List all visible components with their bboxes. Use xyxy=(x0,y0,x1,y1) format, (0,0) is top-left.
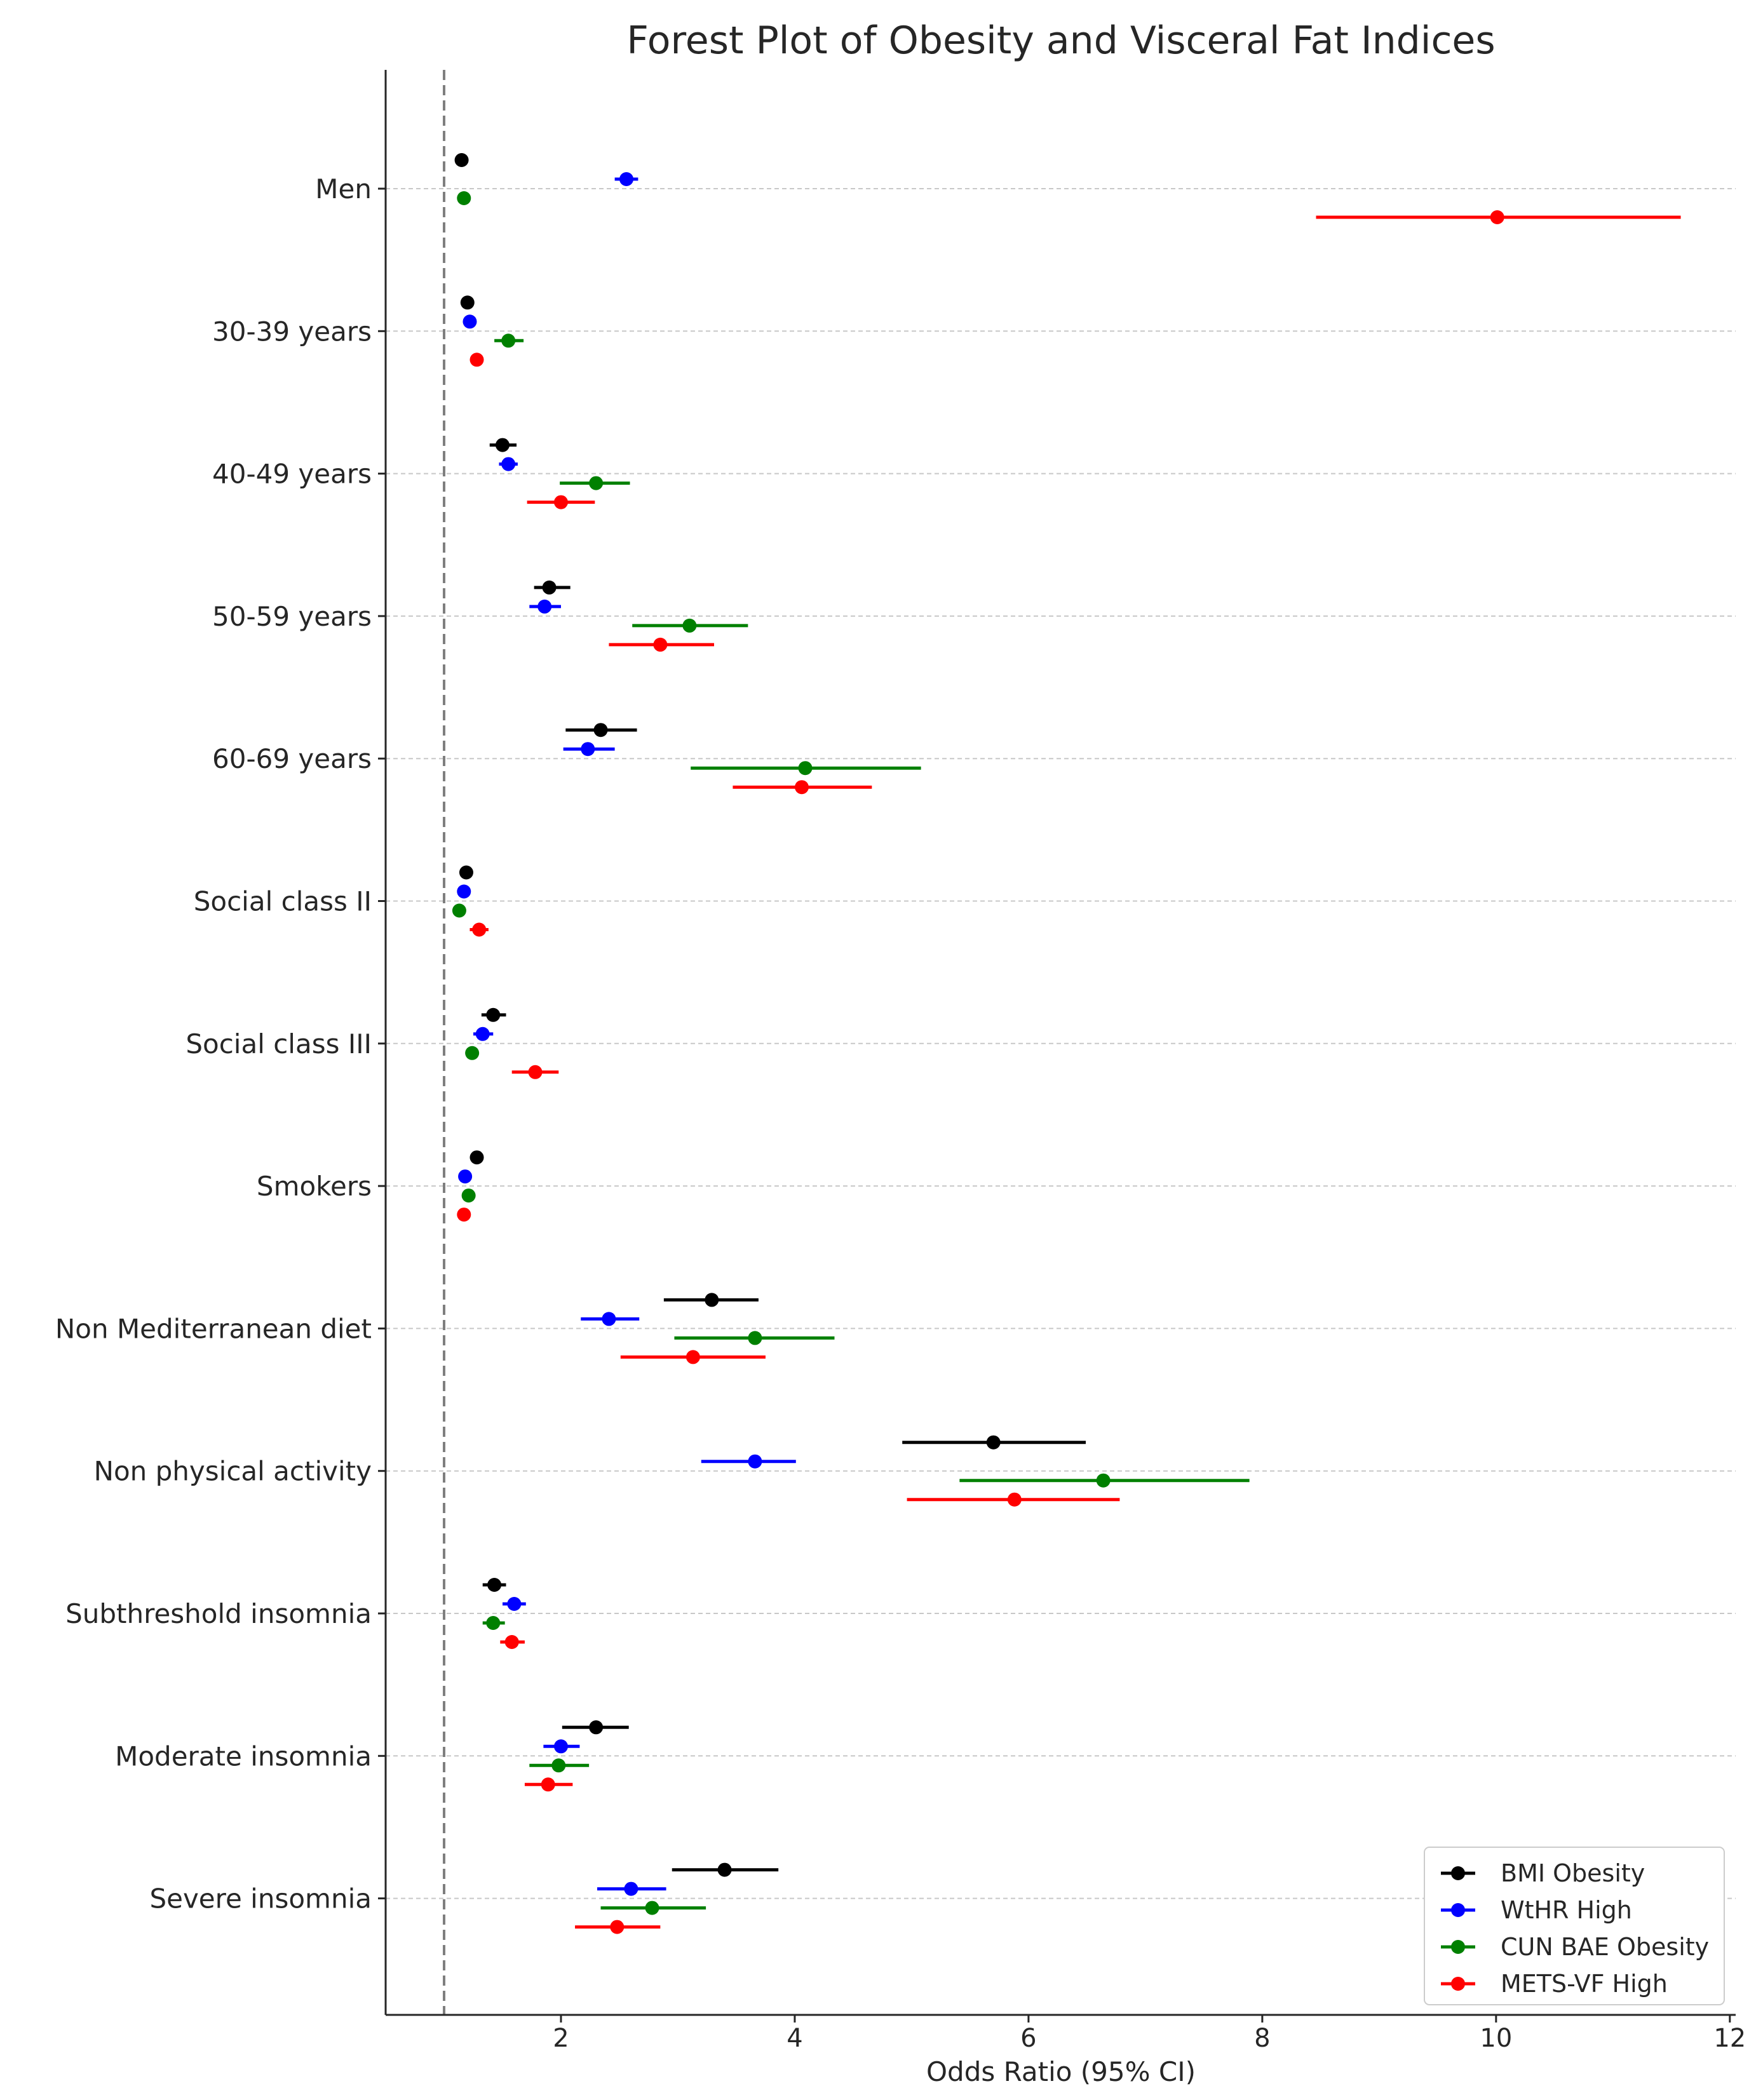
point-marker xyxy=(465,1046,480,1060)
point-marker xyxy=(537,599,552,614)
x-tick-label: 10 xyxy=(1480,2024,1512,2053)
point-marker xyxy=(486,1616,501,1630)
x-tick-label: 12 xyxy=(1713,2024,1746,2053)
x-tick-label: 4 xyxy=(787,2024,802,2053)
point-marker xyxy=(475,1026,490,1041)
y-tick-label: Subthreshold insomnia xyxy=(65,1598,372,1629)
x-tick-label: 8 xyxy=(1254,2024,1270,2053)
point-marker xyxy=(645,1901,659,1915)
legend-label: CUN BAE Obesity xyxy=(1501,1933,1709,1961)
point-marker xyxy=(602,1312,616,1326)
point-marker xyxy=(705,1293,719,1307)
point-marker xyxy=(1096,1473,1111,1488)
x-axis-label: Odds Ratio (95% CI) xyxy=(926,2056,1196,2087)
point-marker xyxy=(551,1758,566,1773)
x-tick-label: 6 xyxy=(1020,2024,1036,2053)
point-marker xyxy=(541,1777,555,1792)
point-marker xyxy=(748,1454,762,1469)
y-tick-label: Smokers xyxy=(257,1171,372,1202)
point-marker xyxy=(486,1007,501,1022)
y-tick-label: Non physical activity xyxy=(94,1456,372,1487)
point-marker xyxy=(469,1150,484,1165)
point-marker xyxy=(460,295,475,310)
point-marker xyxy=(461,1188,476,1203)
y-tick-label: Social class II xyxy=(194,886,372,917)
point-marker xyxy=(458,1169,473,1184)
point-marker xyxy=(1490,210,1504,224)
series-wthr-high xyxy=(457,172,796,1896)
point-marker xyxy=(581,742,595,757)
y-tick-label: Moderate insomnia xyxy=(115,1740,372,1772)
y-tick-label: 40-49 years xyxy=(212,459,372,490)
point-marker xyxy=(528,1065,543,1079)
point-marker xyxy=(507,1597,522,1611)
point-marker xyxy=(589,476,604,490)
axes xyxy=(384,70,1736,2016)
series-layer xyxy=(452,153,1681,1934)
point-marker xyxy=(794,780,809,795)
point-marker xyxy=(610,1920,625,1934)
point-marker xyxy=(454,153,469,167)
y-tick-label: Severe insomnia xyxy=(149,1883,372,1915)
y-tick-label: Non Mediterranean diet xyxy=(55,1313,372,1344)
y-tick-label: 60-69 years xyxy=(212,743,372,774)
legend-swatch-marker xyxy=(1451,1903,1465,1917)
point-marker xyxy=(469,353,484,367)
point-marker xyxy=(457,884,471,899)
point-marker xyxy=(717,1862,732,1877)
point-marker xyxy=(986,1435,1001,1450)
point-marker xyxy=(1007,1492,1022,1507)
legend-swatch-marker xyxy=(1451,1940,1465,1954)
legend-label: BMI Obesity xyxy=(1501,1859,1645,1887)
point-marker xyxy=(452,903,466,918)
point-marker xyxy=(686,1350,700,1364)
point-marker xyxy=(553,495,568,509)
legend-swatch-marker xyxy=(1451,1866,1465,1880)
point-marker xyxy=(501,333,516,348)
point-marker xyxy=(542,580,557,595)
legend-swatch-marker xyxy=(1451,1977,1465,1991)
point-marker xyxy=(495,438,510,452)
point-marker xyxy=(472,922,487,937)
x-ticks: 2 4 6 8 10 12 xyxy=(553,2015,1746,2053)
point-marker xyxy=(463,314,477,329)
y-ticks: Men 30-39 years 40-49 years 50-59 years 60-6… xyxy=(55,173,386,1915)
legend-label: WtHR High xyxy=(1501,1896,1632,1924)
y-tick-label: Men xyxy=(315,173,372,205)
point-marker xyxy=(459,865,473,880)
point-marker xyxy=(457,191,471,205)
series-bmi-obesity xyxy=(454,153,1086,1877)
series-mets-vf-high xyxy=(457,210,1681,1934)
legend-label: METS-VF High xyxy=(1501,1970,1668,1998)
point-marker xyxy=(457,1208,471,1222)
point-marker xyxy=(501,457,516,471)
y-tick-label: Social class III xyxy=(186,1028,372,1060)
point-marker xyxy=(593,723,608,737)
y-tick-label: 50-59 years xyxy=(212,601,372,632)
point-marker xyxy=(682,618,697,633)
legend: BMI Obesity WtHR High CUN BAE Obesity METS-… xyxy=(1424,1847,1725,2005)
point-marker xyxy=(589,1720,604,1735)
point-marker xyxy=(504,1635,519,1649)
legend-frame xyxy=(1424,1847,1725,2005)
point-marker xyxy=(487,1578,502,1592)
point-marker xyxy=(748,1331,762,1345)
y-tick-label: 30-39 years xyxy=(212,316,372,347)
gridlines xyxy=(386,188,1736,1899)
point-marker xyxy=(798,761,813,776)
chart-title: Forest Plot of Obesity and Visceral Fat … xyxy=(626,18,1495,63)
point-marker xyxy=(619,172,634,186)
x-tick-label: 2 xyxy=(553,2024,569,2053)
point-marker xyxy=(624,1881,638,1896)
point-marker xyxy=(653,637,668,652)
series-cun-bae-obesity xyxy=(452,191,1250,1915)
point-marker xyxy=(553,1739,568,1754)
